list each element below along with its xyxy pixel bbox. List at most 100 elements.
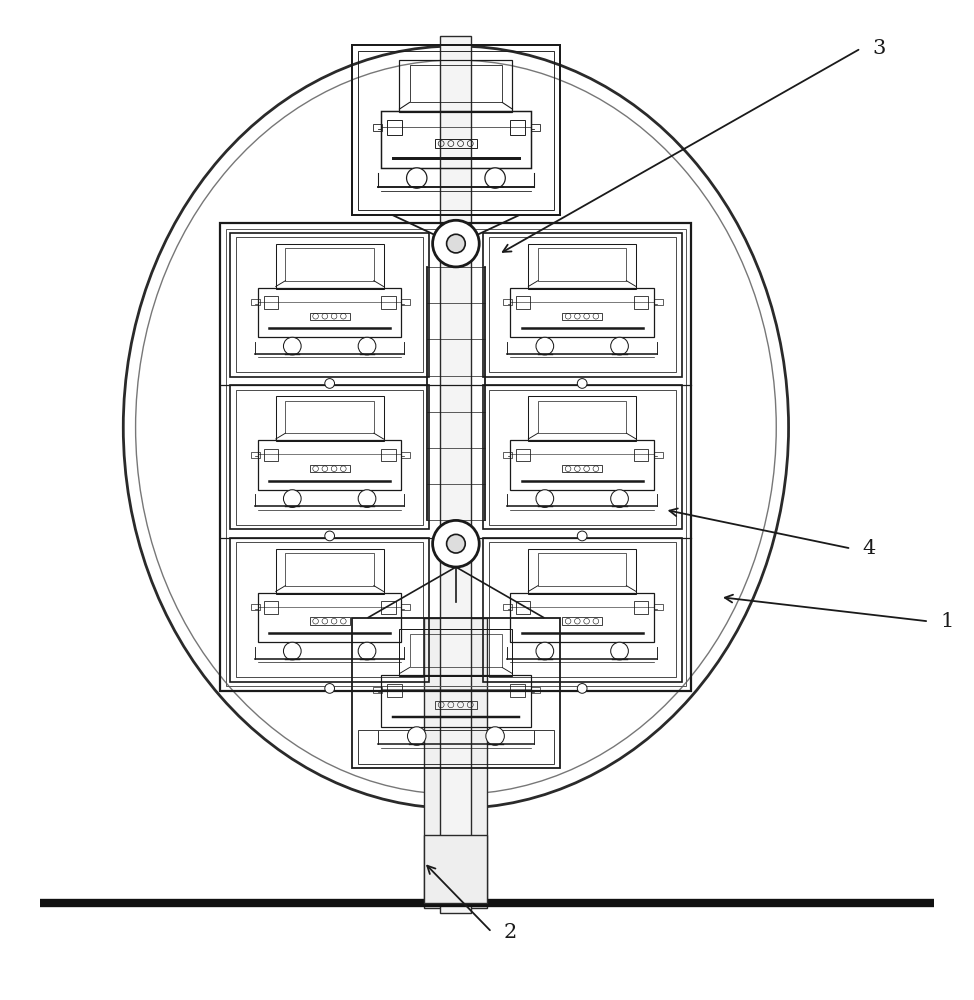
Bar xyxy=(510,120,525,135)
Bar xyxy=(258,288,401,337)
Circle shape xyxy=(432,520,479,567)
Bar xyxy=(401,299,410,305)
Bar xyxy=(562,313,602,320)
Circle shape xyxy=(283,490,301,507)
Circle shape xyxy=(406,168,427,188)
Circle shape xyxy=(407,727,426,745)
Circle shape xyxy=(578,531,587,541)
Text: 4: 4 xyxy=(863,539,877,558)
Bar xyxy=(382,449,395,461)
Circle shape xyxy=(611,337,628,355)
Bar xyxy=(562,465,602,472)
Bar xyxy=(654,299,662,305)
Bar xyxy=(401,604,410,610)
Bar xyxy=(510,288,654,337)
Bar xyxy=(264,601,278,614)
Bar xyxy=(258,440,401,490)
Bar xyxy=(236,390,424,525)
Circle shape xyxy=(358,337,376,355)
Bar xyxy=(264,296,278,309)
Bar xyxy=(483,538,682,682)
Text: 2: 2 xyxy=(504,923,517,942)
Circle shape xyxy=(536,490,553,507)
Bar xyxy=(483,233,682,377)
Bar xyxy=(634,296,649,309)
Bar xyxy=(425,835,487,903)
Circle shape xyxy=(324,531,334,541)
Bar xyxy=(654,604,662,610)
Bar xyxy=(516,449,531,461)
Bar xyxy=(538,401,626,433)
Bar xyxy=(373,687,383,693)
Bar xyxy=(489,542,676,677)
Circle shape xyxy=(324,684,334,693)
Bar xyxy=(285,553,374,586)
Bar xyxy=(528,396,636,441)
Circle shape xyxy=(447,534,466,553)
Bar xyxy=(230,233,430,377)
Bar xyxy=(276,244,384,289)
Bar xyxy=(399,629,512,676)
Bar xyxy=(230,385,430,529)
Bar xyxy=(381,111,531,168)
Bar xyxy=(382,601,395,614)
Bar xyxy=(352,45,560,215)
Bar xyxy=(562,617,602,625)
Bar xyxy=(387,684,401,697)
Text: 3: 3 xyxy=(873,39,886,58)
Bar xyxy=(236,542,424,677)
Bar xyxy=(276,396,384,441)
Bar xyxy=(381,675,531,727)
Circle shape xyxy=(578,379,587,388)
Bar xyxy=(387,120,401,135)
Circle shape xyxy=(283,642,301,660)
Bar xyxy=(236,237,424,372)
Circle shape xyxy=(486,727,505,745)
Bar xyxy=(251,452,259,458)
Bar xyxy=(531,687,541,693)
Circle shape xyxy=(536,642,553,660)
Bar xyxy=(230,538,430,682)
Bar xyxy=(310,465,350,472)
Bar xyxy=(410,634,503,667)
Circle shape xyxy=(447,234,466,253)
Circle shape xyxy=(283,337,301,355)
Bar xyxy=(264,449,278,461)
Bar xyxy=(251,604,259,610)
Bar xyxy=(634,601,649,614)
Bar xyxy=(220,223,692,691)
Bar xyxy=(510,684,525,697)
Bar xyxy=(489,390,676,525)
Text: 1: 1 xyxy=(941,612,954,631)
Bar xyxy=(285,248,374,281)
Bar xyxy=(276,549,384,594)
Bar xyxy=(654,452,662,458)
Bar xyxy=(226,229,686,686)
Circle shape xyxy=(485,168,506,188)
Circle shape xyxy=(536,337,553,355)
Bar xyxy=(510,440,654,490)
Bar xyxy=(425,618,487,908)
Bar xyxy=(504,299,512,305)
Bar xyxy=(399,60,512,112)
Bar xyxy=(382,296,395,309)
Bar xyxy=(516,296,531,309)
Bar xyxy=(310,313,350,320)
Bar xyxy=(538,248,626,281)
Circle shape xyxy=(432,220,479,267)
Bar xyxy=(357,51,554,210)
Bar xyxy=(504,604,512,610)
Bar xyxy=(410,65,503,102)
Bar xyxy=(510,593,654,642)
Bar xyxy=(516,601,531,614)
Circle shape xyxy=(324,379,334,388)
Bar xyxy=(531,124,541,131)
Bar xyxy=(483,385,682,529)
Bar xyxy=(285,401,374,433)
Bar xyxy=(310,617,350,625)
Bar xyxy=(489,237,676,372)
Bar xyxy=(357,730,554,764)
Bar xyxy=(352,618,560,768)
Bar xyxy=(440,36,471,913)
Bar xyxy=(634,449,649,461)
